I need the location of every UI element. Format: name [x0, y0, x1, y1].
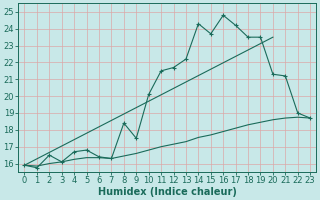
X-axis label: Humidex (Indice chaleur): Humidex (Indice chaleur) — [98, 187, 237, 197]
